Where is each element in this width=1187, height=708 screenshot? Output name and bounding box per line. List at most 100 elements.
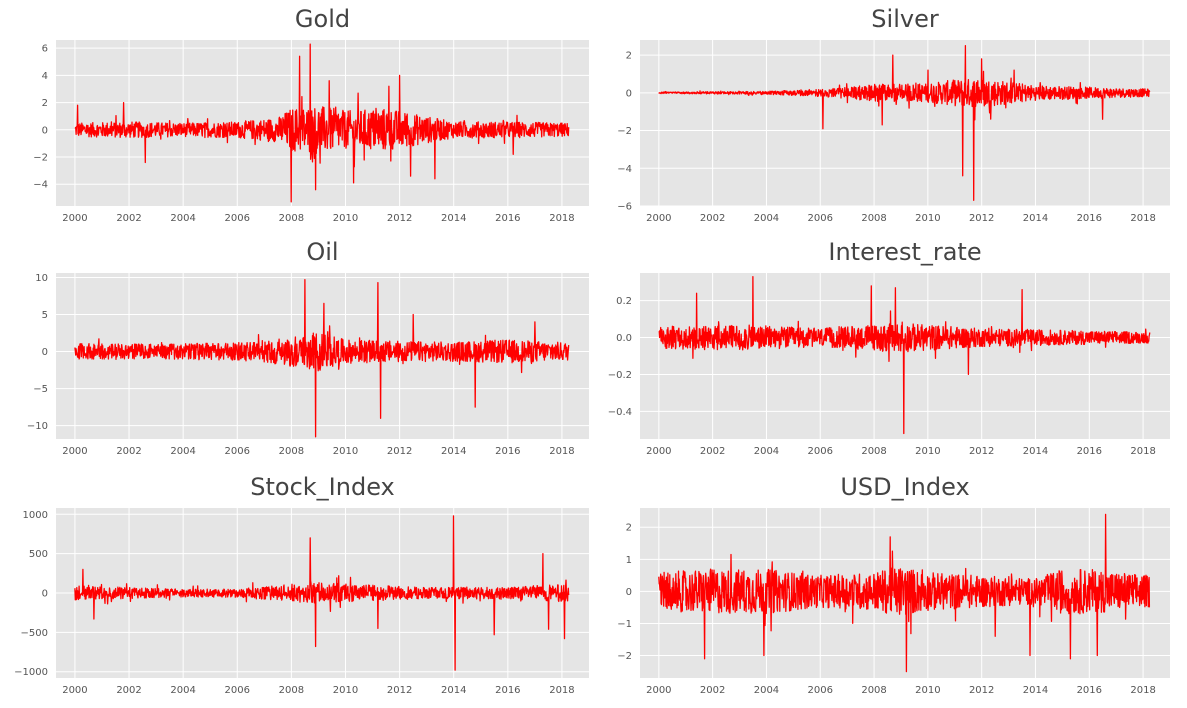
usd-index-x-tick-label: 2002 (700, 685, 725, 696)
stock-index-x-tick-label: 2010 (333, 685, 358, 696)
silver-x-tick-label: 2002 (700, 213, 725, 224)
oil-x-tick-label: 2016 (495, 446, 520, 457)
stock-index-series-line (74, 515, 570, 671)
interest-rate-chart: 2000 2002 2004 2006 2008 2010 2012 2014 2016 2018… (608, 273, 1170, 457)
usd-index-x-tick-label: 2012 (969, 685, 994, 696)
silver-x-tick-label: 2016 (1077, 213, 1102, 224)
oil-x-tick-label: 2002 (116, 446, 141, 457)
oil-y-tick-label: 5 (42, 310, 48, 321)
stock-index-x-tick-label: 2002 (116, 685, 141, 696)
stock-index-x-tick-label: 2014 (441, 685, 466, 696)
oil-x-tick-label: 2004 (170, 446, 195, 457)
usd-index-x-tick-label: 2008 (861, 685, 886, 696)
stock-index-y-tick-label: 500 (29, 549, 48, 560)
stock-index-title: Stock_Index (250, 473, 395, 501)
interest-rate-y-tick-label: 0.2 (616, 296, 632, 307)
oil-y-tick-label: 10 (35, 273, 48, 284)
silver-title: Silver (871, 5, 939, 33)
stock-index-chart: 2000 2002 2004 2006 2008 2010 2012 2014 2016 2018… (14, 508, 589, 696)
stock-index-x-tick-label: 2016 (495, 685, 520, 696)
interest-rate-x-tick-label: 2014 (1023, 446, 1048, 457)
interest-rate-x-tick-label: 2006 (808, 446, 833, 457)
silver-y-tick-label: −6 (617, 202, 632, 213)
stock-index-y-tick-label: 0 (42, 589, 48, 600)
oil-y-tick-label: −5 (33, 384, 48, 395)
usd-index-x-tick-label: 2014 (1023, 685, 1048, 696)
gold-x-tick-label: 2000 (62, 213, 87, 224)
gold-x-tick-label: 2014 (441, 213, 466, 224)
gold-x-tick-label: 2006 (225, 213, 250, 224)
oil-x-tick-label: 2000 (62, 446, 87, 457)
silver-y-tick-label: 2 (626, 51, 632, 62)
stock-index-x-tick-label: 2012 (387, 685, 412, 696)
interest-rate-x-tick-label: 2018 (1130, 446, 1155, 457)
oil-series-line (74, 279, 570, 438)
silver-plot-area (640, 40, 1170, 206)
gold-title: Gold (294, 5, 351, 33)
stock-index-x-tick-label: 2006 (225, 685, 250, 696)
silver-series-line (658, 45, 1151, 201)
silver-x-tick-label: 2000 (646, 213, 671, 224)
oil-chart: 2000 2002 2004 2006 2008 2010 2012 2014 2016 2018… (27, 273, 589, 457)
gold-y-tick-label: 6 (42, 44, 48, 55)
silver-x-tick-label: 2006 (808, 213, 833, 224)
oil-x-tick-label: 2012 (387, 446, 412, 457)
stock-index-y-tick-label: −500 (21, 628, 48, 639)
gold-y-tick-label: 0 (42, 125, 48, 136)
usd-index-y-tick-label: 2 (626, 523, 632, 534)
silver-x-tick-label: 2010 (915, 213, 940, 224)
usd-index-x-tick-label: 2016 (1077, 685, 1102, 696)
oil-x-tick-label: 2018 (549, 446, 574, 457)
usd-index-title: USD_Index (840, 473, 970, 501)
usd-index-x-tick-label: 2004 (754, 685, 779, 696)
silver-y-tick-label: −4 (617, 164, 632, 175)
gold-series-line (74, 43, 570, 203)
interest-rate-y-tick-label: −0.2 (608, 370, 632, 381)
silver-y-tick-label: −2 (617, 126, 632, 137)
gold-x-tick-label: 2012 (387, 213, 412, 224)
silver-x-tick-label: 2014 (1023, 213, 1048, 224)
gold-chart: 2000 2002 2004 2006 2008 2010 2012 2014 2016 2018… (33, 40, 589, 224)
gold-x-tick-label: 2002 (116, 213, 141, 224)
interest-rate-x-tick-label: 2000 (646, 446, 671, 457)
silver-x-tick-label: 2004 (754, 213, 779, 224)
oil-y-tick-label: 0 (42, 347, 48, 358)
silver-x-tick-label: 2018 (1130, 213, 1155, 224)
gold-y-tick-label: −4 (33, 180, 48, 191)
usd-index-x-tick-label: 2018 (1130, 685, 1155, 696)
usd-index-chart: 2000 2002 2004 2006 2008 2010 2012 2014 2016 2018… (617, 508, 1170, 696)
stock-index-y-tick-label: −1000 (14, 667, 48, 678)
interest-rate-x-tick-label: 2002 (700, 446, 725, 457)
gold-y-tick-label: 4 (42, 71, 48, 82)
usd-index-y-tick-label: −2 (617, 651, 632, 662)
interest-rate-x-tick-label: 2012 (969, 446, 994, 457)
stock-index-x-tick-label: 2008 (279, 685, 304, 696)
interest-rate-y-tick-label: 0.0 (616, 333, 632, 344)
interest-rate-x-tick-label: 2008 (861, 446, 886, 457)
usd-index-x-tick-label: 2006 (808, 685, 833, 696)
gold-y-tick-label: −2 (33, 153, 48, 164)
interest-rate-x-tick-label: 2004 (754, 446, 779, 457)
oil-y-tick-label: −10 (27, 421, 48, 432)
oil-title: Oil (306, 238, 339, 266)
gold-x-tick-label: 2010 (333, 213, 358, 224)
interest-rate-series-line (658, 276, 1151, 435)
oil-x-tick-label: 2010 (333, 446, 358, 457)
usd-index-y-tick-label: 1 (626, 555, 632, 566)
interest-rate-title: Interest_rate (828, 238, 982, 266)
interest-rate-plot-area (640, 273, 1170, 439)
gold-x-tick-label: 2016 (495, 213, 520, 224)
silver-chart: 2000 2002 2004 2006 2008 2010 2012 2014 2016 2018… (617, 40, 1170, 224)
oil-x-tick-label: 2014 (441, 446, 466, 457)
interest-rate-x-tick-label: 2016 (1077, 446, 1102, 457)
stock-index-x-tick-label: 2018 (549, 685, 574, 696)
usd-index-x-tick-label: 2010 (915, 685, 940, 696)
interest-rate-x-tick-label: 2010 (915, 446, 940, 457)
oil-x-tick-label: 2006 (225, 446, 250, 457)
gold-x-tick-label: 2008 (279, 213, 304, 224)
usd-index-y-tick-label: 0 (626, 587, 632, 598)
silver-y-tick-label: 0 (626, 88, 632, 99)
silver-x-tick-label: 2008 (861, 213, 886, 224)
usd-index-y-tick-label: −1 (617, 619, 632, 630)
stock-index-y-tick-label: 1000 (23, 510, 48, 521)
